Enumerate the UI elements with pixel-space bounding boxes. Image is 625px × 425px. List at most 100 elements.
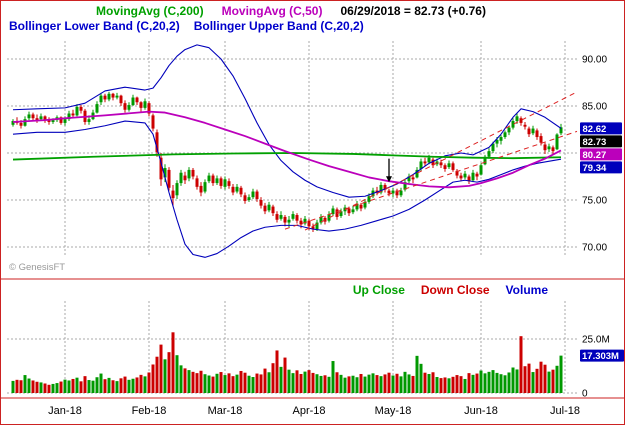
candle-body — [379, 184, 383, 193]
svg-text:May-18: May-18 — [375, 405, 412, 417]
candle-body — [71, 113, 75, 116]
candle-body — [87, 119, 91, 122]
volume-legend-volume: Volume — [505, 283, 548, 297]
axis-labels: 90.0085.0080.0075.0070.0025.0M0Jan-18Feb… — [48, 55, 610, 418]
volume-bar — [231, 376, 235, 393]
volume-bar — [471, 374, 475, 393]
volume-bar — [211, 376, 215, 393]
candle-body — [303, 218, 307, 224]
svg-text:Jun-18: Jun-18 — [464, 405, 498, 417]
candle-body — [67, 113, 71, 120]
candle-body — [175, 183, 179, 196]
price-badge — [580, 148, 622, 161]
volume-bar — [187, 370, 191, 393]
candle-body — [95, 104, 99, 113]
volume-bar — [63, 379, 67, 393]
candle-body — [167, 169, 171, 188]
candle-body — [363, 201, 367, 208]
svg-text:85.00: 85.00 — [582, 102, 607, 113]
candle-body — [119, 95, 123, 104]
candle-body — [171, 190, 175, 199]
volume-bar — [319, 375, 323, 393]
volume-bar — [355, 377, 359, 393]
volume-bar — [179, 365, 183, 393]
candle-body — [227, 181, 231, 186]
volume-bar — [35, 381, 39, 393]
candle-body — [315, 222, 319, 230]
candle-body — [339, 211, 343, 216]
candle-body — [179, 172, 183, 184]
candle-body — [291, 214, 295, 219]
volume-bar — [403, 371, 407, 393]
volume-bar — [331, 361, 335, 393]
volume-bar — [343, 377, 347, 393]
volume-bar — [183, 368, 187, 393]
candle-body — [407, 176, 411, 182]
volume-bar — [551, 369, 555, 393]
candle-body — [43, 116, 47, 121]
volume-bar — [59, 381, 63, 393]
volume-bar — [115, 381, 119, 393]
svg-text:79.34: 79.34 — [583, 163, 607, 174]
volume-bar — [443, 377, 447, 393]
volume-bar — [323, 375, 327, 393]
volume-bar — [547, 371, 551, 393]
volume-bar — [419, 363, 423, 393]
indicator-legend-row-2: Bollinger Lower Band (C,20,2) Bollinger … — [9, 19, 364, 33]
candle-body — [307, 220, 311, 227]
volume-bar — [143, 376, 147, 393]
candle-body — [155, 132, 159, 153]
bb_upper-line — [12, 44, 562, 198]
volume-bar — [171, 332, 175, 393]
volume-bar — [287, 369, 291, 393]
volume-bar — [55, 383, 59, 393]
candle-body — [275, 214, 279, 220]
volume-bar — [383, 374, 387, 393]
candle-body — [479, 165, 483, 175]
legend-bollinger-lower: Bollinger Lower Band (C,20,2) — [9, 19, 180, 33]
candle-body — [295, 215, 299, 221]
candle-body — [215, 178, 219, 184]
volume-bar — [195, 373, 199, 393]
volume-bar — [503, 375, 507, 393]
candle-body — [223, 179, 227, 187]
volume-bar — [99, 373, 103, 393]
volume-bar — [459, 376, 463, 393]
candle-body — [451, 163, 455, 170]
candle-body — [311, 226, 315, 230]
volume-bar — [499, 374, 503, 393]
volume-badge: 17.303M — [580, 349, 624, 362]
candle-body — [123, 103, 127, 110]
volume-bar — [431, 372, 435, 393]
volume-bar — [451, 376, 455, 393]
volume-bar — [411, 375, 415, 393]
candle-body — [519, 118, 523, 123]
volume-bar — [479, 370, 483, 393]
candle-body — [299, 220, 303, 225]
svg-text:Mar-18: Mar-18 — [208, 405, 243, 417]
candle-body — [279, 215, 283, 219]
candle-body — [251, 191, 255, 198]
candle-body — [191, 169, 195, 177]
volume-bar — [11, 380, 15, 393]
volume-bar — [507, 372, 511, 393]
volume-bar — [255, 373, 259, 393]
volume-bar — [135, 377, 139, 393]
candle-body — [439, 162, 443, 166]
candle-body — [331, 208, 335, 215]
volume-bar — [483, 373, 487, 393]
volume-bar — [539, 361, 543, 393]
volume-bar — [247, 375, 251, 393]
volume-bar — [67, 380, 71, 393]
volume-bar — [299, 373, 303, 393]
candle-body — [555, 134, 559, 150]
volume-bar — [391, 375, 395, 393]
volume-bar — [455, 375, 459, 393]
svg-text:25.0M: 25.0M — [582, 335, 610, 346]
volume-bar — [87, 380, 91, 393]
candle-body — [99, 95, 103, 103]
candle-body — [271, 206, 275, 214]
volume-bar — [227, 373, 231, 393]
